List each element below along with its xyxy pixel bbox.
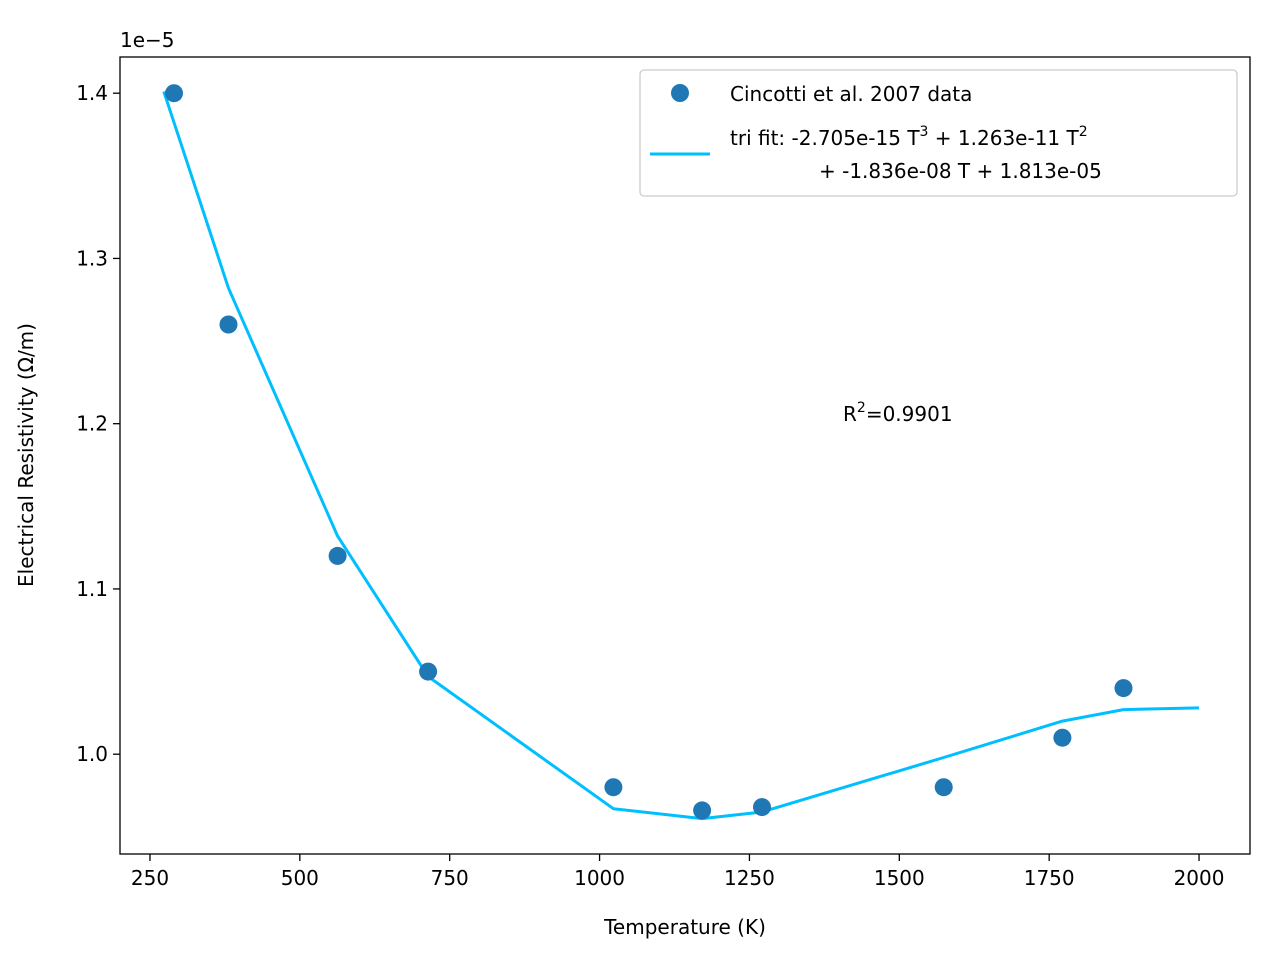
y-tick-label: 1.2 [76,412,108,436]
x-tick-label: 500 [281,866,319,890]
x-tick-label: 1250 [724,866,775,890]
y-tick-label: 1.4 [76,81,108,105]
annotation-r-squared: R2=0.9901 [843,400,953,426]
data-point [219,315,238,334]
annotation-r-value: =0.9901 [866,402,953,426]
legend-box [639,69,1238,197]
annotation-r-superscript: 2 [857,400,866,416]
legend-fit-superscript-3: 3 [920,124,929,140]
x-tick-label: 1750 [1024,866,1075,890]
x-axis-title: Temperature (K) [603,915,766,939]
legend-label-data: Cincotti et al. 2007 data [730,82,972,106]
plot-area [162,84,1200,821]
y-tick-label: 1.1 [76,577,108,601]
data-point [753,798,771,817]
data-point [934,778,953,797]
legend-label-fit-line2: + -1.836e-08 T + 1.813e-05 [819,159,1102,183]
legend-marker-data [671,84,689,102]
plot-frame [119,56,1251,855]
x-axis: 250 500 750 1000 1250 1500 1750 2000 [131,854,1225,890]
data-point [419,662,438,681]
data-point [604,778,623,797]
data-point [328,546,347,565]
svg-text:R2=0.9901: R2=0.9901 [843,400,953,426]
y-axis-offset-label: 1e−5 [120,28,175,52]
legend-fit-term-b: + 1.263e-11 T [928,126,1079,150]
data-point [693,801,712,820]
x-tick-label: 250 [131,866,169,890]
y-axis: 1.0 1.1 1.2 1.3 1.4 [76,81,120,766]
y-tick-label: 1.3 [76,246,108,270]
legend-fit-term-a: tri fit: -2.705e-15 T [730,126,920,150]
y-axis-title: Electrical Resistivity (Ω/m) [14,323,38,587]
legend-fit-superscript-2: 2 [1079,124,1088,140]
legend: Cincotti et al. 2007 data tri fit: -2.70… [639,69,1238,197]
x-tick-label: 1500 [874,866,925,890]
data-point [1053,728,1072,747]
data-point [1114,679,1133,698]
x-tick-label: 1000 [574,866,625,890]
data-point [165,84,183,103]
x-tick-label: 750 [431,866,469,890]
y-tick-label: 1.0 [76,742,108,766]
legend-label-fit-line1: tri fit: -2.705e-15 T3 + 1.263e-11 T2 [730,124,1088,150]
annotation-r-label: R [843,402,857,426]
x-tick-label: 2000 [1174,866,1225,890]
